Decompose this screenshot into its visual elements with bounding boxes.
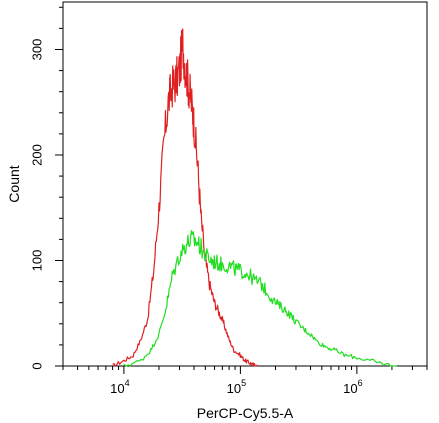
y-tick-label: 300 xyxy=(30,39,45,61)
x-tick-label-exponent: 4 xyxy=(125,378,130,388)
series-2-line xyxy=(123,230,397,367)
x-tick-label-base: 10 xyxy=(227,381,241,396)
x-tick-label: 104 xyxy=(110,378,129,396)
series-1-line xyxy=(112,28,258,367)
series-layer xyxy=(112,28,397,367)
y-tick-label: 0 xyxy=(30,362,45,369)
y-axis-title: Count xyxy=(6,165,22,202)
y-tick-label: 100 xyxy=(30,250,45,272)
x-tick-label-base: 10 xyxy=(110,381,124,396)
x-tick-label-base: 10 xyxy=(343,381,357,396)
y-tick-label: 200 xyxy=(30,144,45,166)
plot-area-frame xyxy=(62,1,428,367)
x-tick-label-exponent: 5 xyxy=(241,378,246,388)
x-tick-label-exponent: 6 xyxy=(358,378,363,388)
x-tick-label: 106 xyxy=(343,378,362,396)
x-tick-label: 105 xyxy=(227,378,246,396)
x-axis-title: PerCP-Cy5.5-A xyxy=(197,405,294,421)
